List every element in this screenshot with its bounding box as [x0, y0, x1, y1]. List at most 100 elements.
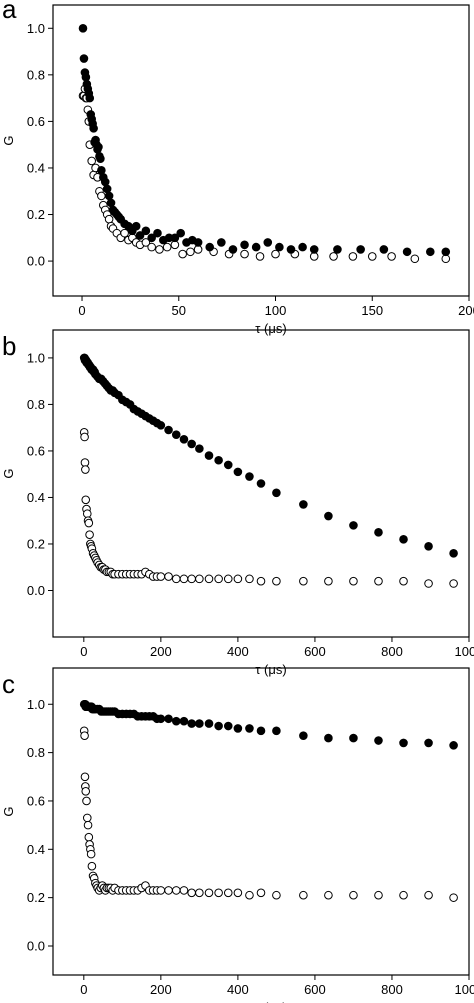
filled-data-point [195, 444, 204, 453]
filled-data-point [147, 233, 156, 243]
x-tick-label: 800 [381, 644, 403, 659]
x-axis-label: τ (μs) [255, 321, 286, 336]
open-data-point [120, 228, 129, 238]
open-data-point [195, 888, 204, 898]
filled-data-point [106, 198, 116, 208]
filled-data-point [85, 93, 95, 103]
open-data-point [164, 886, 173, 895]
x-tick-label: 0 [80, 982, 87, 997]
open-data-point [272, 890, 281, 900]
y-tick-label: 0.2 [27, 890, 45, 905]
filled-data-point [97, 165, 106, 175]
open-data-point [83, 820, 93, 830]
y-tick-label: 0.8 [27, 67, 45, 82]
filled-data-point [251, 242, 261, 252]
open-data-point [164, 572, 173, 581]
open-data-point [193, 245, 203, 254]
x-tick-label: 0 [80, 644, 87, 659]
open-data-point [223, 888, 233, 898]
filled-data-point [245, 472, 254, 481]
filled-data-point [79, 54, 89, 63]
open-data-point [329, 252, 338, 261]
filled-data-point [217, 238, 226, 247]
filled-data-point [187, 719, 196, 728]
filled-data-point [240, 240, 249, 250]
open-data-point [223, 574, 233, 584]
filled-data-point [164, 425, 173, 435]
open-data-point [186, 247, 195, 257]
filled-data-point [299, 731, 308, 740]
y-axis-label: G [1, 806, 16, 816]
filled-data-point [100, 177, 110, 187]
filled-data-point [256, 479, 266, 488]
open-data-point [271, 249, 280, 259]
filled-data-point [171, 716, 181, 726]
open-data-point [299, 890, 308, 900]
filled-data-point [204, 451, 214, 460]
y-tick-label: 0.0 [27, 938, 45, 953]
y-tick-label: 1.0 [27, 697, 45, 712]
x-tick-label: 50 [172, 303, 186, 318]
open-data-point [256, 888, 266, 898]
filled-data-point [179, 716, 189, 726]
x-tick-label: 600 [304, 644, 326, 659]
filled-data-point [263, 238, 273, 247]
filled-data-point [374, 736, 383, 745]
open-data-point [87, 156, 96, 166]
panel-label: a [2, 0, 17, 24]
y-tick-label: 0.2 [27, 536, 45, 551]
filled-data-point [402, 247, 412, 257]
open-data-point [187, 574, 196, 584]
open-data-point [349, 890, 358, 900]
filled-data-point [286, 245, 296, 254]
filled-data-point [272, 726, 281, 736]
filled-data-point [298, 242, 307, 252]
filled-data-point [275, 242, 284, 252]
panel-label: c [2, 669, 15, 699]
open-data-point [299, 576, 308, 586]
open-data-point [87, 861, 97, 871]
filled-data-point [156, 421, 166, 430]
y-tick-label: 0.0 [27, 583, 45, 598]
open-data-point [324, 890, 333, 900]
open-data-point [171, 886, 181, 895]
open-data-point [204, 888, 214, 898]
open-data-point [82, 813, 92, 823]
open-data-point [162, 242, 172, 252]
filled-data-point [272, 488, 281, 498]
filled-data-point [214, 721, 223, 731]
filled-data-point [195, 719, 204, 728]
open-data-point [410, 254, 420, 264]
filled-data-point [449, 741, 458, 750]
open-data-point [155, 245, 164, 254]
open-data-point [272, 576, 281, 586]
y-axis-label: G [1, 468, 16, 478]
x-tick-label: 800 [381, 982, 403, 997]
filled-data-point [131, 221, 141, 231]
open-data-point [348, 252, 358, 261]
open-data-point [156, 886, 166, 895]
open-data-point [104, 214, 114, 224]
y-tick-label: 0.6 [27, 114, 45, 129]
open-data-point [141, 238, 151, 247]
filled-data-point [223, 460, 233, 470]
filled-data-point [214, 455, 223, 465]
filled-data-point [233, 724, 243, 733]
y-tick-label: 0.2 [27, 207, 45, 222]
filled-data-point [324, 511, 333, 521]
open-data-point [255, 252, 265, 261]
filled-data-point [141, 226, 151, 236]
filled-data-point [164, 714, 173, 724]
filled-data-point [349, 521, 358, 530]
filled-data-point [399, 738, 408, 748]
open-data-point [449, 893, 458, 902]
filled-data-point [89, 124, 98, 133]
open-data-point [179, 574, 189, 584]
filled-data-point [171, 430, 181, 439]
filled-data-point [102, 184, 112, 194]
open-data-point [86, 849, 96, 859]
